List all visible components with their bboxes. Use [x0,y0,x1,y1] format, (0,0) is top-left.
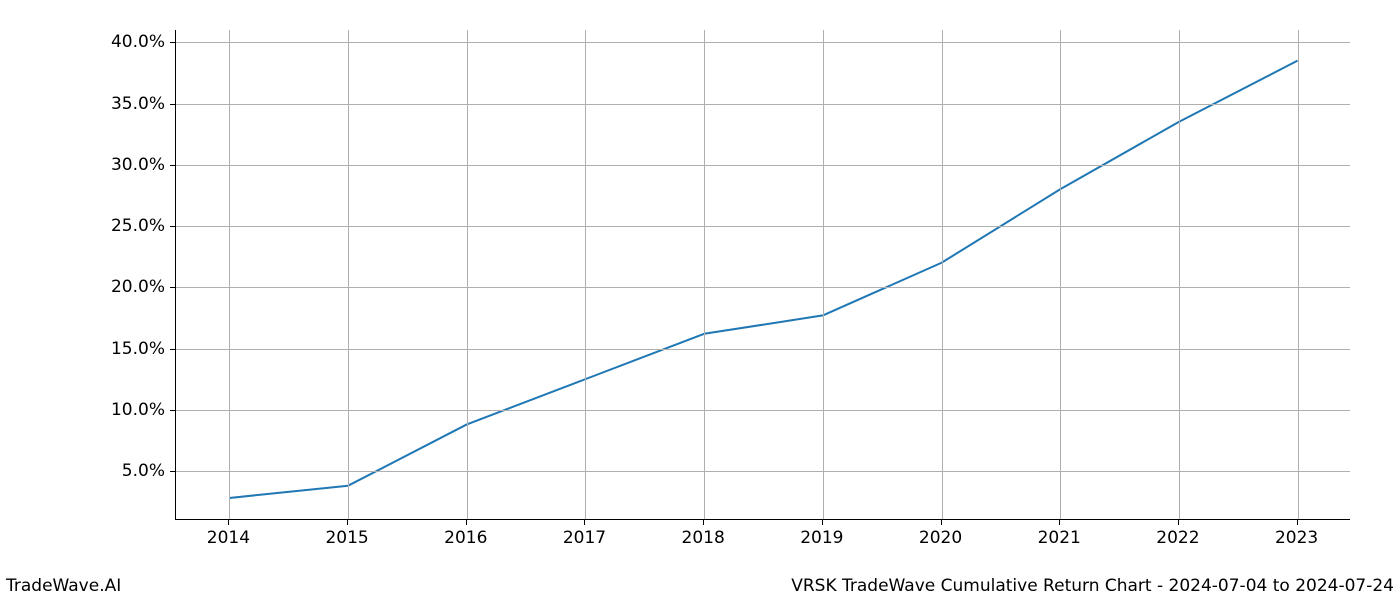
x-tick [941,520,942,525]
y-tick [170,165,175,166]
y-tick [170,104,175,105]
return-line-series [229,61,1297,498]
x-tick-label: 2020 [919,528,962,548]
x-tick-label: 2016 [444,528,487,548]
x-tick-label: 2015 [325,528,368,548]
x-tick-label: 2019 [800,528,843,548]
y-tick-label: 40.0% [111,32,165,52]
x-tick [466,520,467,525]
grid-line-horizontal [176,226,1350,227]
y-tick-label: 30.0% [111,155,165,175]
grid-line-horizontal [176,42,1350,43]
y-tick [170,349,175,350]
grid-line-horizontal [176,165,1350,166]
x-tick-label: 2017 [563,528,606,548]
x-tick-label: 2018 [682,528,725,548]
x-tick [822,520,823,525]
footer-right-text: VRSK TradeWave Cumulative Return Chart -… [791,576,1394,596]
x-tick [228,520,229,525]
y-tick [170,226,175,227]
y-tick-label: 35.0% [111,94,165,114]
x-tick [1059,520,1060,525]
y-tick-label: 15.0% [111,339,165,359]
x-tick [1297,520,1298,525]
x-tick [347,520,348,525]
grid-line-horizontal [176,471,1350,472]
x-tick [1178,520,1179,525]
x-tick-label: 2014 [207,528,250,548]
grid-line-horizontal [176,349,1350,350]
x-tick [703,520,704,525]
x-tick-label: 2021 [1038,528,1081,548]
y-tick [170,42,175,43]
x-tick-label: 2023 [1275,528,1318,548]
y-tick [170,287,175,288]
y-tick-label: 25.0% [111,216,165,236]
footer-left-text: TradeWave.AI [6,576,121,596]
grid-line-horizontal [176,410,1350,411]
y-tick-label: 10.0% [111,400,165,420]
plot-area [175,30,1350,520]
grid-line-horizontal [176,287,1350,288]
grid-line-horizontal [176,104,1350,105]
x-tick [584,520,585,525]
chart-container: TradeWave.AI VRSK TradeWave Cumulative R… [0,0,1400,600]
y-tick [170,471,175,472]
y-tick-label: 5.0% [122,461,165,481]
y-tick [170,410,175,411]
x-tick-label: 2022 [1156,528,1199,548]
y-tick-label: 20.0% [111,277,165,297]
